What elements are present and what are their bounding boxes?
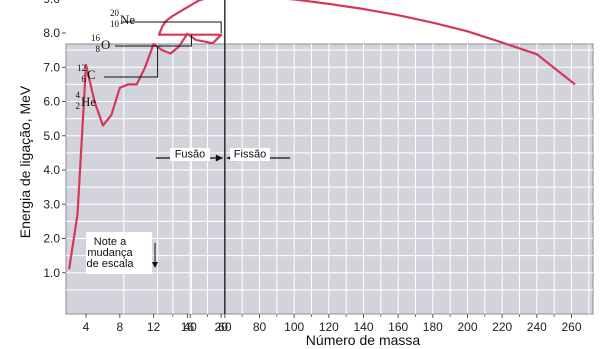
c-leader bbox=[104, 46, 159, 78]
c-symbol: C bbox=[87, 67, 96, 82]
ne-symbol: Ne bbox=[120, 12, 135, 27]
o-leader bbox=[115, 34, 192, 47]
fusion-arrowhead bbox=[215, 154, 223, 162]
y-axis-title: Energia de ligação, MeV bbox=[17, 85, 33, 238]
scale-note-line: de escala bbox=[86, 258, 134, 270]
ne-mass-number: 20 bbox=[110, 8, 120, 18]
x-tick-label: 40 bbox=[183, 320, 197, 334]
x-tick-label: 4 bbox=[83, 320, 90, 334]
x-tick-label: 120 bbox=[319, 320, 339, 334]
he-atomic-number: 2 bbox=[76, 101, 81, 111]
o-mass-number: 16 bbox=[91, 33, 101, 43]
scale-note-line: mudança bbox=[87, 247, 133, 259]
y-tick-label: 6.0 bbox=[43, 95, 60, 109]
x-tick-label: 8 bbox=[116, 320, 123, 334]
x-tick-label: 100 bbox=[284, 320, 304, 334]
binding-energy-curve bbox=[68, 0, 576, 270]
plot-area bbox=[65, 43, 594, 315]
c-mass-number: 12 bbox=[77, 63, 86, 73]
y-tick-label: 3.0 bbox=[43, 197, 60, 211]
y-tick-label: 2.0 bbox=[43, 232, 60, 246]
y-tick-label: 7.0 bbox=[43, 60, 60, 74]
y-tick-label: 5.0 bbox=[43, 129, 60, 143]
x-tick-label: 200 bbox=[457, 320, 477, 334]
ne-leader bbox=[121, 21, 222, 33]
fusion-label: Fusão bbox=[175, 149, 206, 161]
x-tick-label: 12 bbox=[147, 320, 161, 334]
x-tick-label: 160 bbox=[388, 320, 408, 334]
x-tick-label: 80 bbox=[253, 320, 267, 334]
he-mass-number: 4 bbox=[76, 90, 81, 100]
y-tick-label: 1.0 bbox=[43, 266, 60, 280]
y-tick-label: 4.0 bbox=[43, 163, 60, 177]
x-axis-title: Número de massa bbox=[306, 332, 421, 348]
y-tick-label: 8.0 bbox=[43, 26, 60, 40]
o-symbol: O bbox=[101, 37, 110, 52]
fusion-label-bg bbox=[170, 148, 210, 161]
scale-note-arrowhead bbox=[152, 262, 158, 268]
o-atomic-number: 8 bbox=[96, 44, 101, 54]
x-tick-label: 16 bbox=[181, 320, 195, 334]
x-tick-label: 140 bbox=[353, 320, 373, 334]
x-tick-label: 220 bbox=[492, 320, 512, 334]
x-tick-label: 180 bbox=[423, 320, 443, 334]
c-atomic-number: 6 bbox=[82, 74, 87, 84]
scale-note-box bbox=[86, 232, 152, 274]
x-tick-label: 240 bbox=[527, 320, 547, 334]
x-tick-label: 20 bbox=[215, 320, 229, 334]
scale-note-line: Note a bbox=[94, 236, 127, 248]
y-tick-label: 9.0 bbox=[43, 0, 60, 6]
x-tick-label: 60 bbox=[218, 320, 232, 334]
y-axis-ticks: 1.0 2.0 3.0 4.0 5.0 6.0 7.0 8.0 9.0 bbox=[43, 0, 66, 280]
x-axis-ticks: 4 8 12 16 20 40 60 80 100 120 140 160 180 200 220 240 26… bbox=[83, 314, 582, 334]
he-symbol: He bbox=[81, 94, 96, 109]
fission-label: Fissão bbox=[234, 149, 266, 161]
x-tick-label: 260 bbox=[561, 320, 581, 334]
data-lines bbox=[68, 0, 576, 270]
ne-atomic-number: 10 bbox=[110, 19, 120, 29]
fission-label-bg bbox=[230, 148, 270, 161]
